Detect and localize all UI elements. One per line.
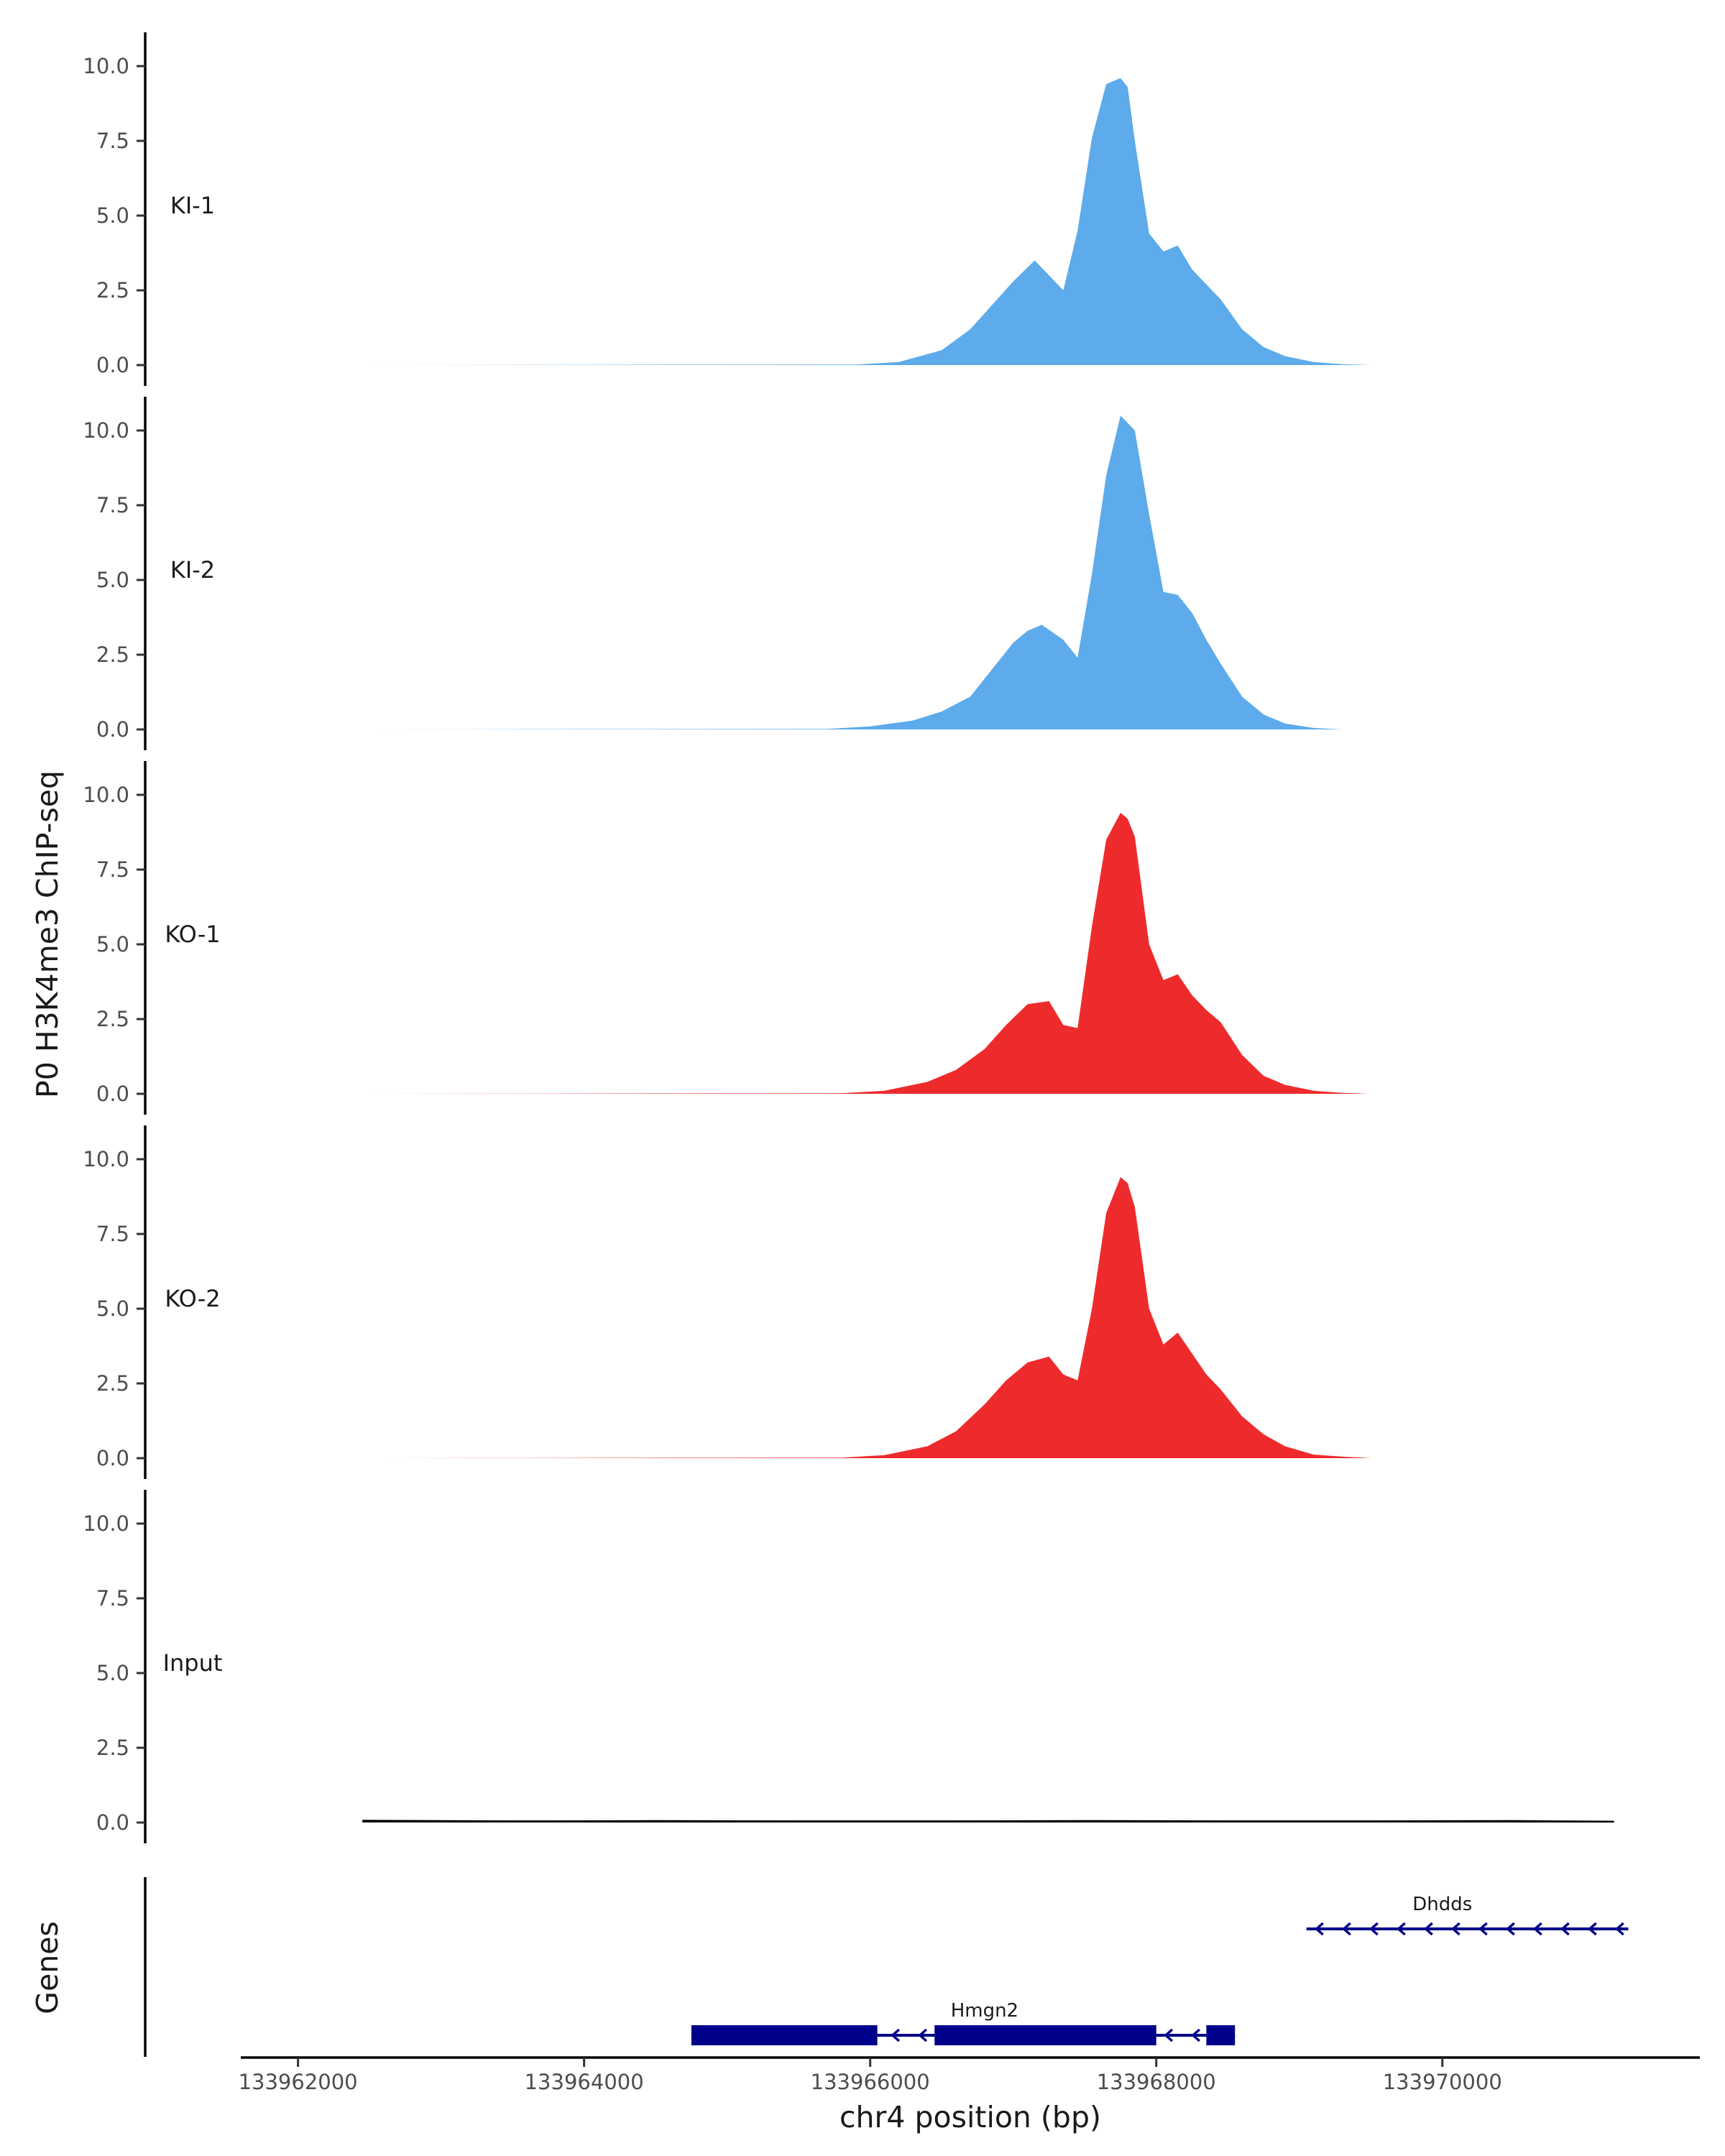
signal-area [362,813,1586,1094]
strand-arrow [918,2028,928,2042]
y-tick-label: 0.0 [96,353,129,377]
strand-arrow [1451,1922,1460,1936]
signal-area [362,415,1614,729]
track-ko-1: 0.0 2.5 5.0 7.5 10.0 KO-1 [83,761,1586,1115]
strand-arrow [1397,1922,1406,1936]
x-axis-title: chr4 position (bp) [840,2100,1101,2134]
track-label: KI-1 [170,192,215,219]
signal-area [362,78,1486,365]
strand-arrow [1533,1922,1542,1936]
strand-arrow [891,2028,901,2042]
y-tick-label: 10.0 [83,54,129,78]
x-axis: 133962000 133964000 133966000 133968000 1339… [239,2056,1700,2094]
y-tick-label: 10.0 [83,418,129,443]
gene-dhdds: Dhdds [1306,1894,1629,1936]
y-tick-label: 2.5 [96,1736,129,1760]
y-tick-label: 2.5 [96,642,129,667]
y-tick-label: 5.0 [96,203,129,228]
track-ki-1: 0.0 2.5 5.0 7.5 10.0 KI-1 [83,32,1486,386]
x-tick-label: 133962000 [239,2070,358,2094]
y-tick-label: 0.0 [96,1810,129,1835]
signal-tracks: 0.0 2.5 5.0 7.5 10.0 KI-1 0.0 2.5 5.0 7.5 10.0 KI-2… [83,32,1614,1843]
y-tick-label: 10.0 [83,783,129,807]
track-label: KO-1 [165,921,220,948]
y-tick-label: 5.0 [96,1296,129,1321]
strand-arrow [1506,1922,1515,1936]
strand-arrow [1615,1922,1624,1936]
y-tick-label: 7.5 [96,1222,129,1246]
y-tick-label: 5.0 [96,932,129,957]
x-tick-label: 133970000 [1383,2070,1502,2094]
y-tick-label: 5.0 [96,568,129,592]
y-tick-label: 0.0 [96,1082,129,1106]
gene-exon [691,2025,878,2045]
signal-area [377,1177,1614,1458]
strand-arrow [1369,1922,1379,1936]
gene-hmgn2: Hmgn2 [691,2000,1236,2045]
y-tick-label: 7.5 [96,493,129,517]
y-tick-label: 10.0 [83,1147,129,1171]
strand-arrow [1424,1922,1433,1936]
strand-arrow [1588,1922,1597,1936]
track-ki-2: 0.0 2.5 5.0 7.5 10.0 KI-2 [83,397,1614,750]
y-axis-title: P0 H3K4me3 ChIP-seq [30,770,65,1098]
y-tick-label: 2.5 [96,278,129,303]
track-ko-2: 0.0 2.5 5.0 7.5 10.0 KO-2 [83,1125,1614,1479]
track-label: KI-2 [170,556,215,584]
y-tick-label: 7.5 [96,129,129,153]
genes-track: Genes Hmgn2 Dhdds [30,1877,1629,2057]
strand-arrow [1164,2028,1174,2042]
x-tick-label: 133966000 [811,2070,930,2094]
gene-exon [934,2025,1156,2045]
gene-exon [1206,2025,1236,2045]
track-input: 0.0 2.5 5.0 7.5 10.0 Input [83,1490,1614,1843]
y-tick-label: 5.0 [96,1661,129,1685]
signal-line [362,1820,1614,1823]
track-label: Input [163,1649,223,1677]
gene-label: Hmgn2 [951,2000,1018,2022]
strand-arrow [1342,1922,1351,1936]
y-tick-label: 7.5 [96,857,129,882]
gene-label: Dhdds [1412,1894,1472,1915]
x-tick-label: 133968000 [1097,2070,1216,2094]
strand-arrow [1478,1922,1488,1936]
track-label: KO-2 [165,1285,220,1312]
y-tick-label: 2.5 [96,1371,129,1396]
x-tick-label: 133964000 [525,2070,644,2094]
strand-arrow [1191,2028,1201,2042]
y-tick-label: 2.5 [96,1007,129,1031]
strand-arrow [1315,1922,1324,1936]
y-tick-label: 10.0 [83,1511,129,1536]
y-tick-label: 7.5 [96,1586,129,1611]
strand-arrow [1560,1922,1570,1936]
genes-track-label: Genes [30,1921,65,2014]
y-tick-label: 0.0 [96,717,129,742]
y-tick-label: 0.0 [96,1446,129,1470]
